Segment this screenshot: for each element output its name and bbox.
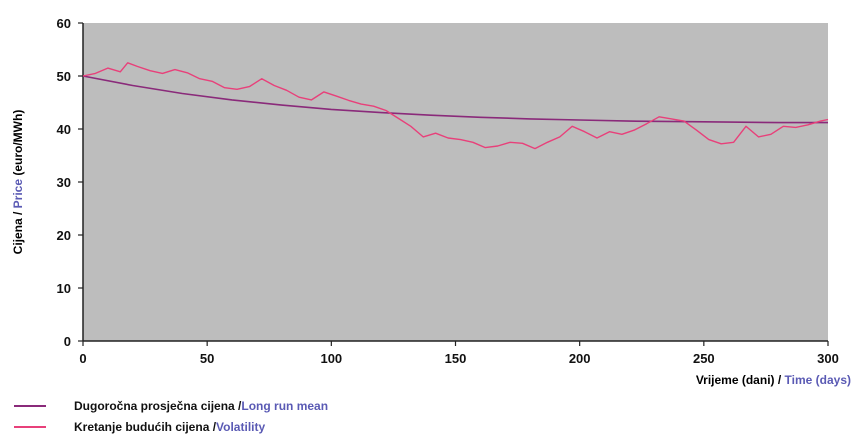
- y-tick-label: 60: [57, 16, 71, 31]
- x-tick-label: 200: [569, 351, 591, 366]
- plot-area: [83, 23, 828, 341]
- y-tick-label: 30: [57, 175, 71, 190]
- x-axis-label-hr: Vrijeme (dani) /: [696, 373, 785, 387]
- legend-label-volatility-hr: Kretanje budućih cijena /: [74, 420, 217, 434]
- y-tick-label: 50: [57, 69, 71, 84]
- legend-item-volatility: Kretanje budućih cijena / Volatility: [14, 420, 265, 434]
- y-axis-label-hr: Cijena /: [11, 208, 25, 254]
- legend-label-long-run-mean-en: Long run mean: [241, 399, 329, 413]
- x-tick-label: 150: [445, 351, 467, 366]
- y-tick-label: 40: [57, 122, 71, 137]
- legend-label-volatility-en: Volatility: [216, 420, 266, 434]
- y-axis-label-en: Price: [11, 179, 25, 209]
- x-axis-label: Vrijeme (dani) / Time (days): [696, 373, 851, 387]
- legend-swatch-long-run-mean: [14, 405, 46, 407]
- legend-label-long-run-mean-hr: Dugoročna prosječna cijena /: [74, 399, 242, 413]
- x-tick-label: 100: [320, 351, 342, 366]
- y-tick-label: 10: [57, 281, 71, 296]
- legend-swatch-volatility: [14, 426, 46, 428]
- y-axis-label: Cijena / Price (euro/MWh): [11, 110, 25, 255]
- x-tick-label: 300: [817, 351, 839, 366]
- y-axis-label-unit: (euro/MWh): [11, 110, 25, 179]
- x-tick-label: 0: [79, 351, 86, 366]
- y-tick-label: 0: [64, 334, 71, 349]
- y-tick-label: 20: [57, 228, 71, 243]
- x-tick-label: 250: [693, 351, 715, 366]
- series-line-long-run-mean: [82, 75, 828, 124]
- legend-item-long-run-mean: Dugoročna prosječna cijena / Long run me…: [14, 399, 328, 413]
- x-axis-label-en: Time (days): [785, 373, 851, 387]
- x-tick-label: 50: [200, 351, 214, 366]
- series-line-volatility: [82, 62, 829, 150]
